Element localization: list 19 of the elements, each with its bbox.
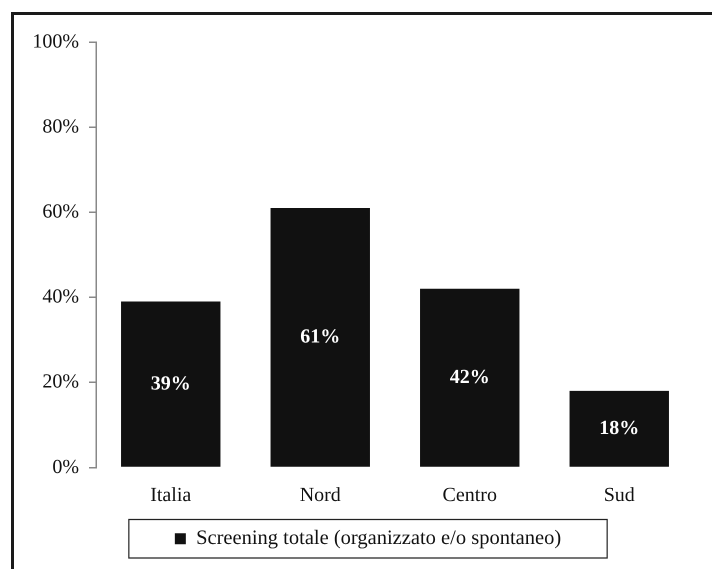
y-tick-label: 20% [42,370,79,393]
x-tick-label: Sud [604,484,635,506]
data-label: 42% [450,366,490,388]
y-tick-label: 80% [42,115,79,138]
bar [270,208,370,467]
data-label: 18% [599,417,640,439]
legend-label: Screening totale (organizzato e/o spontaneo) [196,527,562,550]
bar [570,390,669,467]
data-label: 61% [300,326,340,348]
data-label: 39% [150,372,191,394]
x-tick-label: Italia [150,484,192,506]
bar [121,302,220,467]
bar [420,288,520,467]
y-tick-label: 100% [32,30,79,52]
y-tick-label: 0% [52,456,79,478]
x-tick-label: Nord [300,484,341,506]
y-tick-label: 40% [42,286,79,308]
y-tick-label: 60% [42,200,79,222]
x-tick-label: Centro [442,484,497,506]
